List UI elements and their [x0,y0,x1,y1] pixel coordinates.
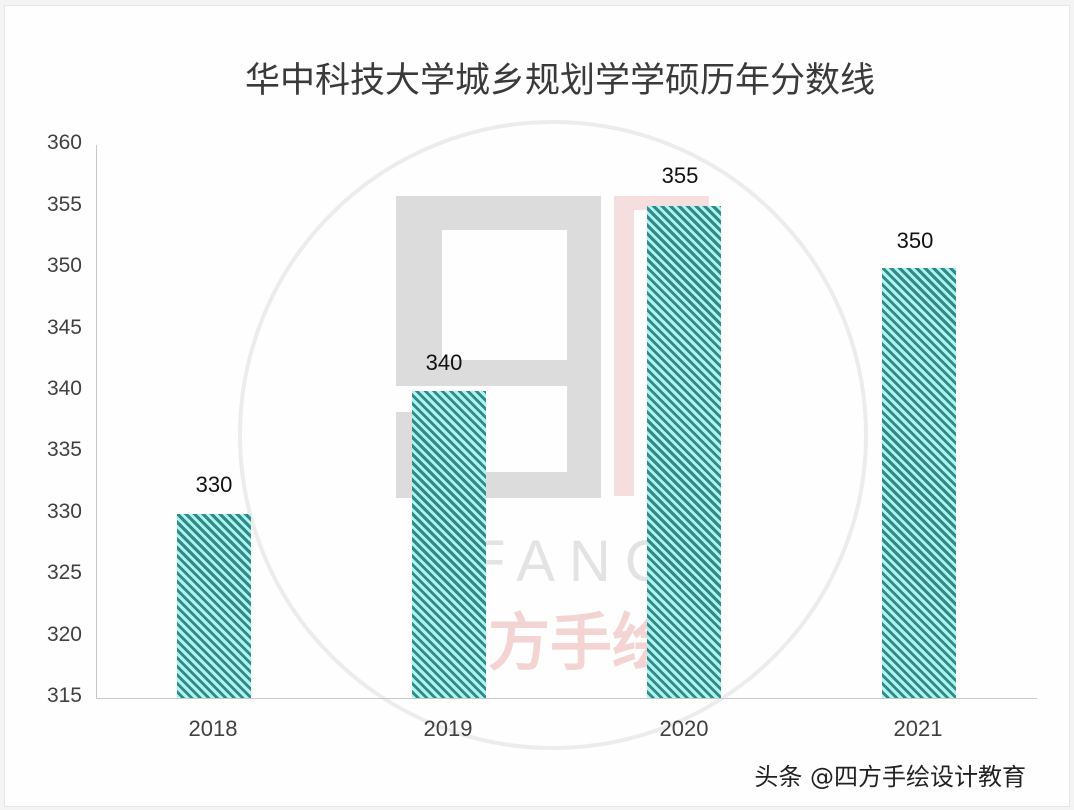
watermark-logo-block [614,196,634,496]
bar-2021 [882,268,956,698]
bar-value-label: 330 [195,472,233,497]
bar-2019 [412,391,486,698]
bar-2018 [177,514,251,698]
y-tick-label: 355 [46,193,82,216]
y-tick-label: 335 [46,438,82,461]
chart-title: 华中科技大学城乡规划学学硕历年分数线 [244,61,875,101]
y-tick-label: 325 [46,561,82,584]
bar-value-label: 355 [661,163,699,188]
x-tick-label: 2021 [893,716,943,741]
x-tick-label: 2019 [423,716,473,741]
watermark-cn-text: 方手绘 [488,606,675,679]
x-tick-label: 2020 [659,716,709,741]
watermark-logo-block [396,196,442,384]
bar-value-label: 350 [896,228,934,253]
y-tick-label: 315 [46,684,82,707]
y-axis-line [96,145,97,698]
y-tick-label: 340 [46,377,82,400]
source-credit: 头条 @四方手绘设计教育 [754,763,1026,791]
watermark-text: FANG [470,529,684,594]
watermark-logo-block [567,196,601,496]
y-tick-label: 330 [46,500,82,523]
y-tick-label: 345 [46,316,82,339]
bar-value-label: 340 [425,350,463,375]
y-tick-label: 360 [46,131,82,154]
watermark-circle [238,120,868,750]
bar-2020 [647,206,721,698]
y-tick-label: 350 [46,254,82,277]
x-axis-line [96,698,1037,699]
x-tick-label: 2018 [188,716,238,741]
watermark-logo-block [396,360,601,386]
y-tick-label: 320 [46,623,82,646]
